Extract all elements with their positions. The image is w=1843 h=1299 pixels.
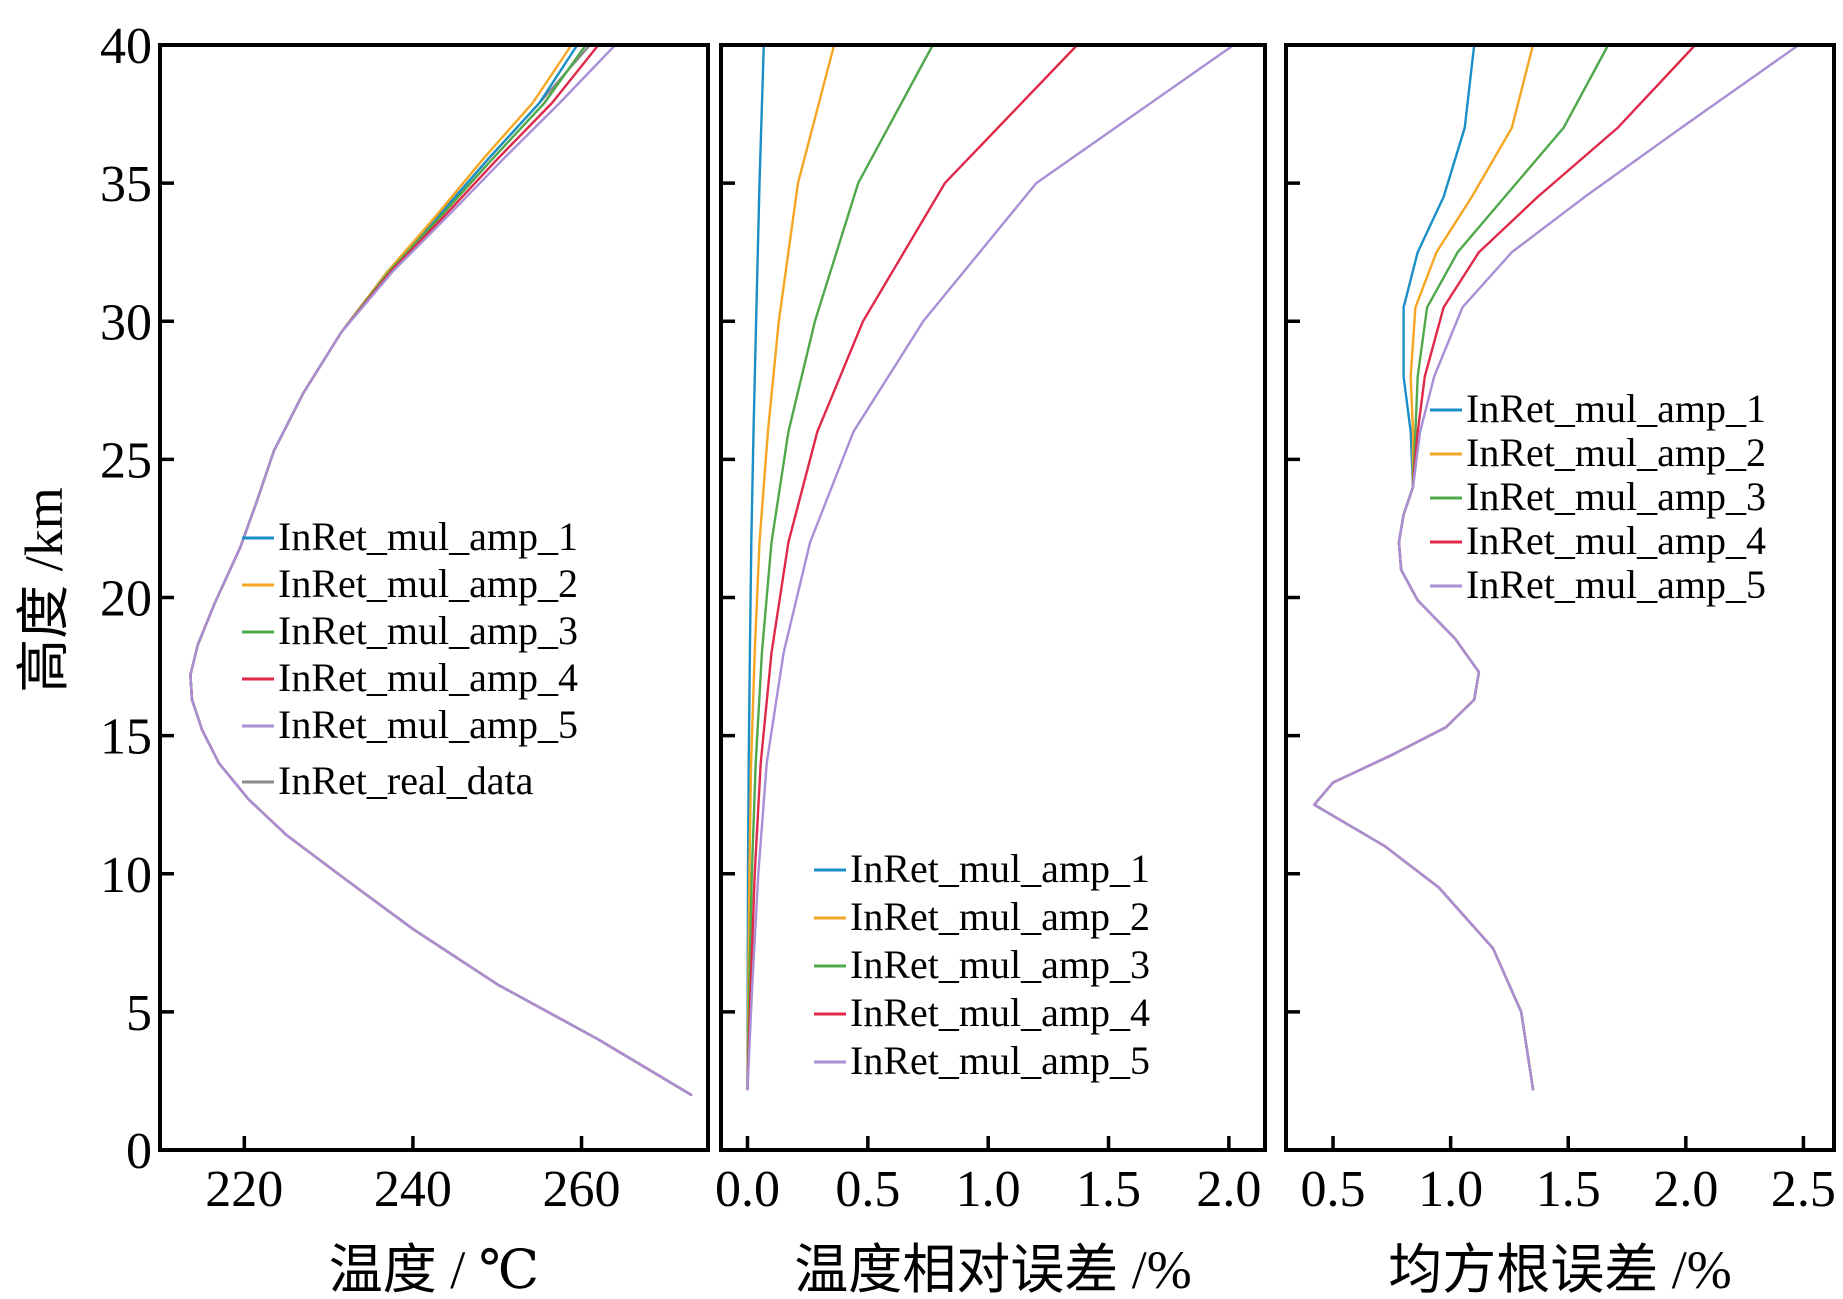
relative-error-x-tick-label: 0.0 — [715, 1161, 780, 1218]
legend-label-inret-mul-amp-3: InRet_mul_amp_3 — [850, 942, 1150, 987]
legend-label-inret-mul-amp-5: InRet_mul_amp_5 — [278, 702, 578, 747]
temperature-y-tick-label: 10 — [100, 847, 152, 904]
temperature-y-tick-label: 30 — [100, 294, 152, 351]
temperature-legend: InRet_mul_amp_1InRet_mul_amp_2InRet_mul_… — [242, 514, 578, 803]
temperature-x-axis-title: 温度 / ℃ — [329, 1240, 539, 1299]
relative-error-series-inret-mul-amp-5 — [746, 43, 1235, 1091]
temperature-y-tick-label: 40 — [100, 18, 152, 75]
rmse-x-tick-label: 2.0 — [1653, 1161, 1718, 1218]
y-axis-title: 高度 /km — [14, 487, 74, 693]
temperature-x-tick-label: 220 — [205, 1161, 283, 1218]
relative-error-legend: InRet_mul_amp_1InRet_mul_amp_2InRet_mul_… — [814, 846, 1150, 1083]
legend-label-inret-mul-amp-2: InRet_mul_amp_2 — [850, 894, 1150, 939]
legend-label-inret-mul-amp-3: InRet_mul_amp_3 — [278, 608, 578, 653]
legend-label-inret-mul-amp-2: InRet_mul_amp_2 — [278, 561, 578, 606]
rmse-x-tick-label: 1.5 — [1536, 1161, 1601, 1218]
rmse-series-inret-mul-amp-5 — [1312, 43, 1800, 1091]
legend-label-inret-mul-amp-4: InRet_mul_amp_4 — [850, 990, 1150, 1035]
temperature-y-tick-label: 0 — [126, 1123, 152, 1180]
legend-label-inret-mul-amp-4: InRet_mul_amp_4 — [278, 655, 578, 700]
rmse-x-tick-label: 2.5 — [1771, 1161, 1836, 1218]
legend-label-inret-mul-amp-5: InRet_mul_amp_5 — [850, 1038, 1150, 1083]
legend-label-inret-real-data: InRet_real_data — [278, 758, 534, 803]
temperature-y-tick-label: 20 — [100, 571, 152, 628]
temperature-x-tick-label: 240 — [374, 1161, 452, 1218]
relative-error-series-inret-mul-amp-3 — [746, 43, 934, 1091]
legend-label-inret-mul-amp-5: InRet_mul_amp_5 — [1466, 562, 1766, 607]
rmse-x-tick-label: 0.5 — [1301, 1161, 1366, 1218]
relative-error-series-inret-mul-amp-4 — [746, 43, 1079, 1091]
legend-label-inret-mul-amp-4: InRet_mul_amp_4 — [1466, 518, 1766, 563]
legend-label-inret-mul-amp-1: InRet_mul_amp_1 — [278, 514, 578, 559]
temperature-y-tick-label: 15 — [100, 709, 152, 766]
relative-error-x-tick-label: 2.0 — [1196, 1161, 1261, 1218]
legend-label-inret-mul-amp-3: InRet_mul_amp_3 — [1466, 474, 1766, 519]
relative-error-x-tick-label: 1.5 — [1076, 1161, 1141, 1218]
legend-label-inret-mul-amp-1: InRet_mul_amp_1 — [1466, 386, 1766, 431]
legend-label-inret-mul-amp-1: InRet_mul_amp_1 — [850, 846, 1150, 891]
temperature-y-tick-label: 35 — [100, 156, 152, 213]
temperature-x-tick-label: 260 — [543, 1161, 621, 1218]
temperature-series-inret-mul-amp-5 — [189, 43, 693, 1097]
relative-error-x-tick-label: 1.0 — [956, 1161, 1021, 1218]
relative-error-x-axis-title: 温度相对误差 /% — [794, 1240, 1192, 1299]
legend-label-inret-mul-amp-2: InRet_mul_amp_2 — [1466, 430, 1766, 475]
temperature-y-tick-label: 25 — [100, 432, 152, 489]
temperature-y-tick-label: 5 — [126, 985, 152, 1042]
relative-error-series-inret-mul-amp-2 — [746, 43, 836, 1091]
rmse-x-axis-title: 均方根误差 /% — [1388, 1240, 1732, 1299]
rmse-x-tick-label: 1.0 — [1418, 1161, 1483, 1218]
rmse-legend: InRet_mul_amp_1InRet_mul_amp_2InRet_mul_… — [1430, 386, 1766, 607]
relative-error-x-tick-label: 0.5 — [835, 1161, 900, 1218]
